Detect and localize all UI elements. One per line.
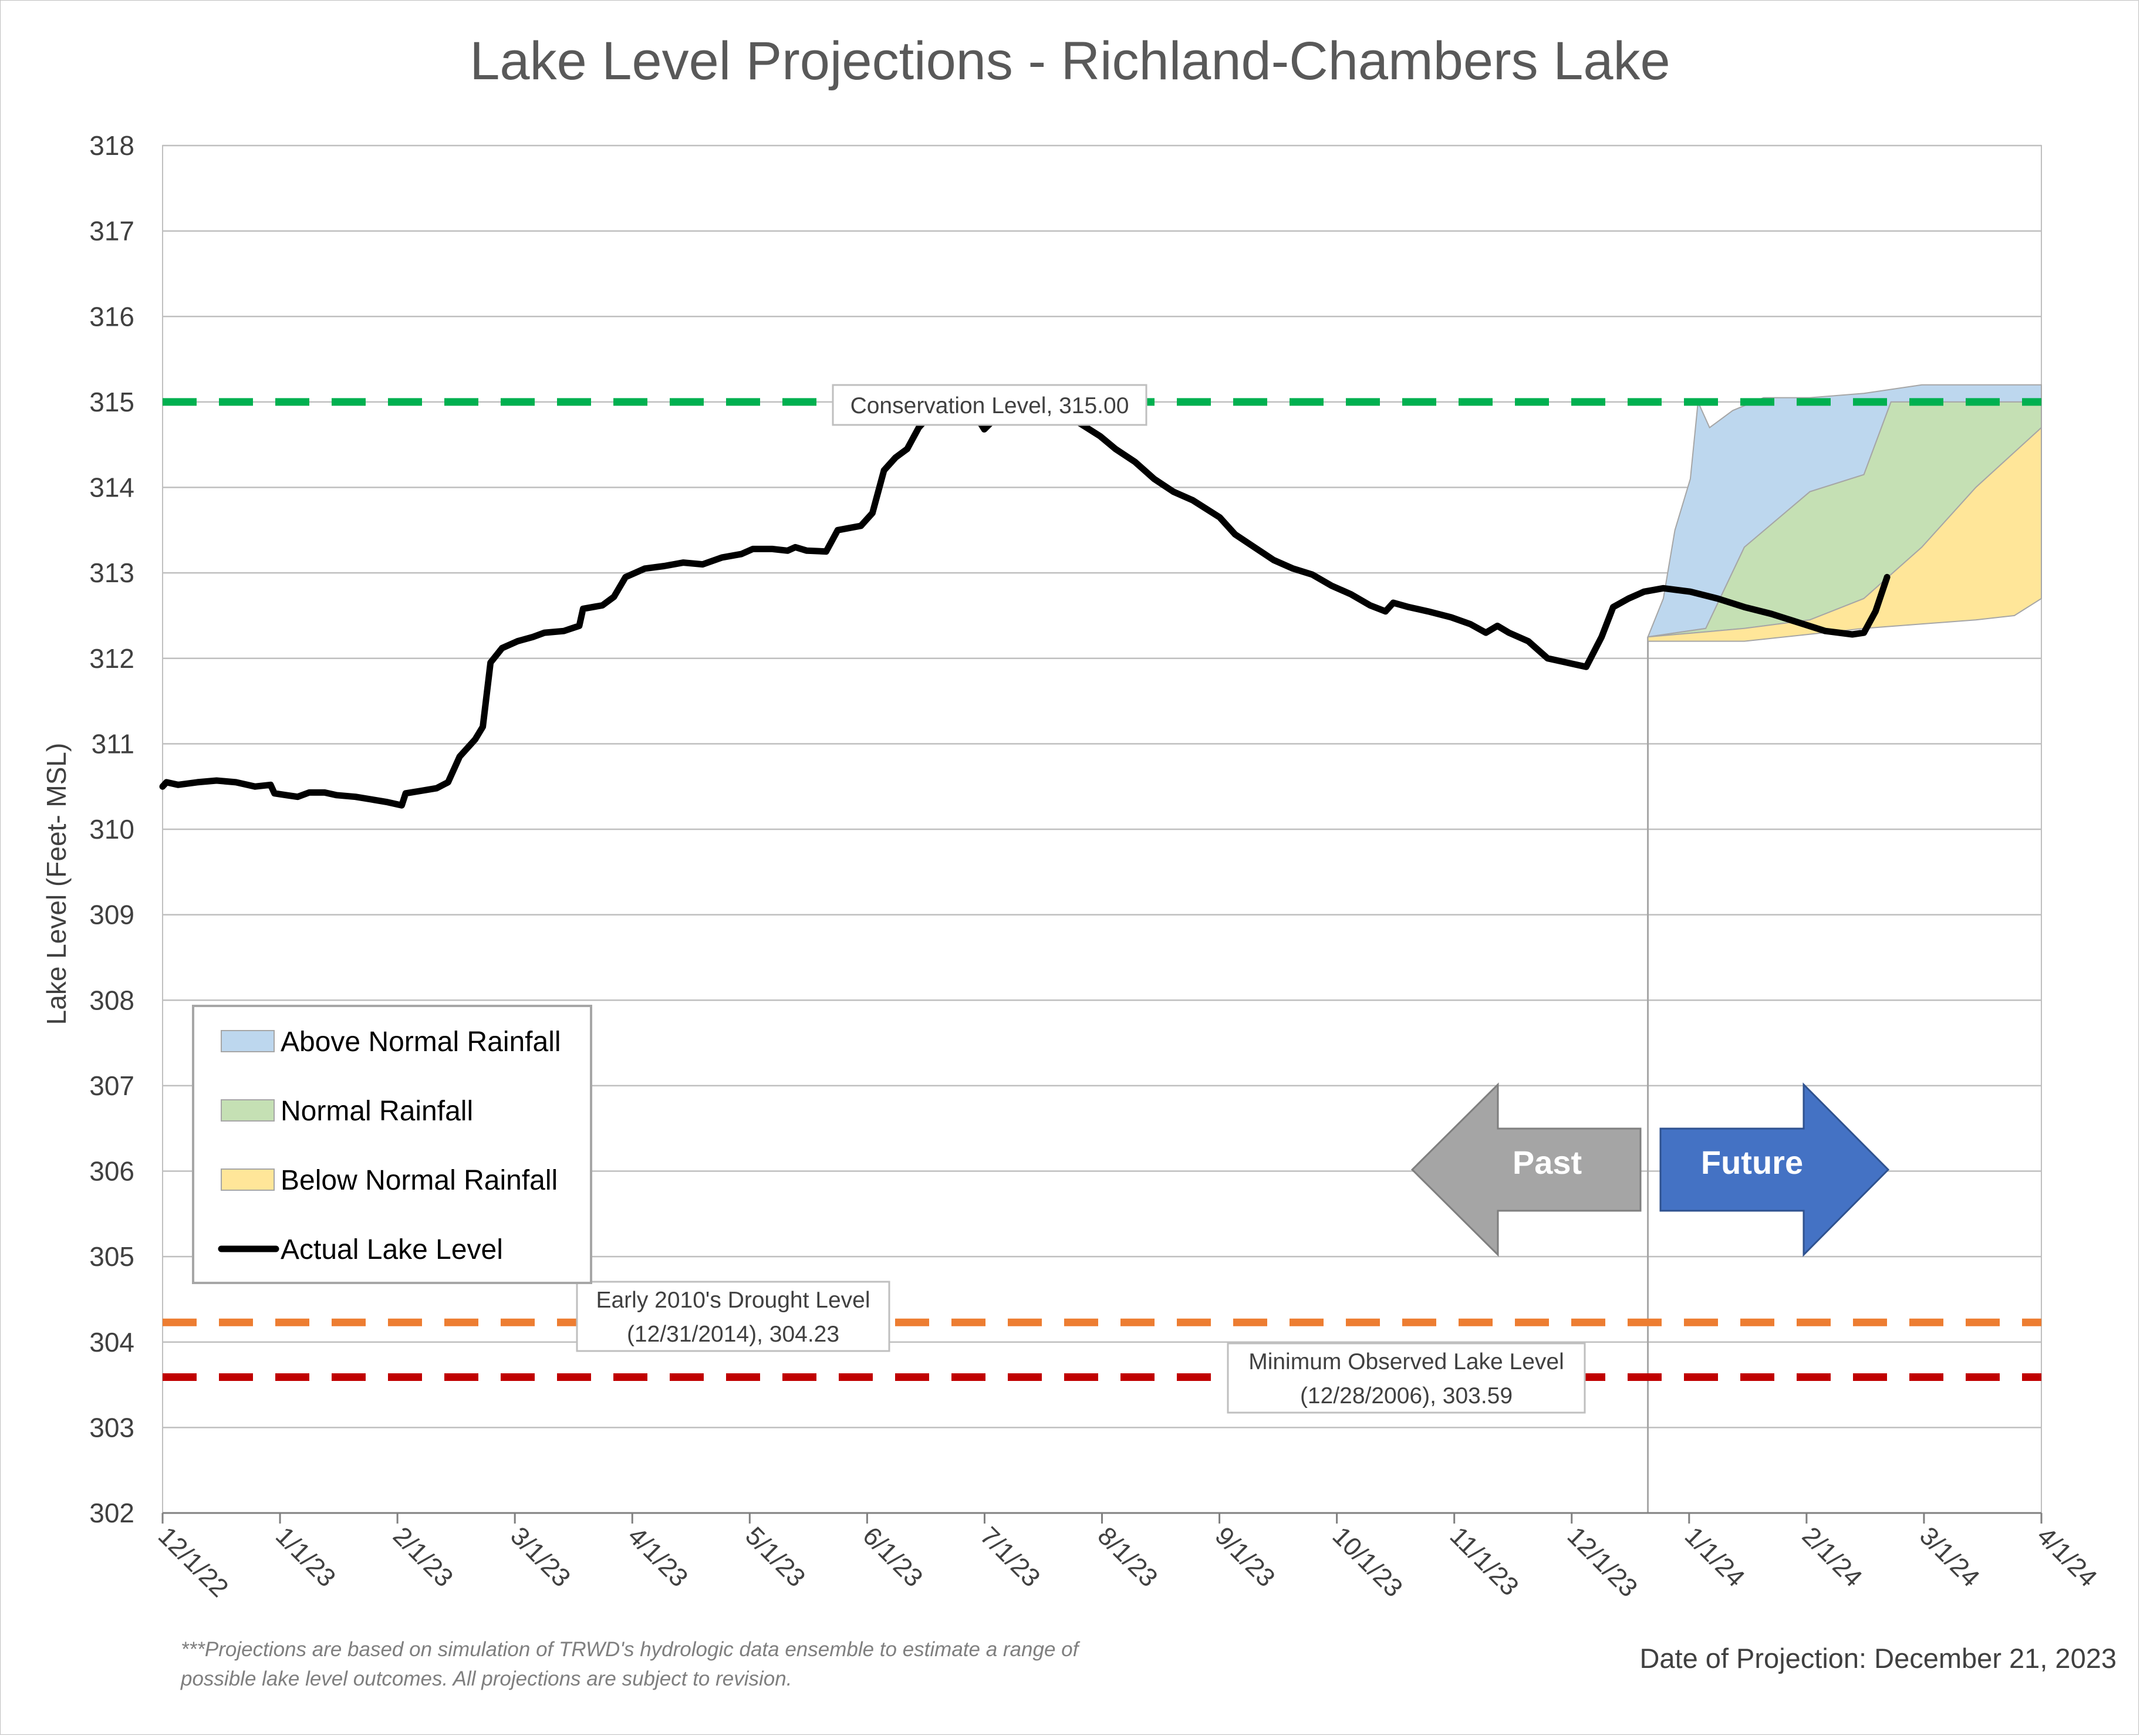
minimum-level-label-text: Minimum Observed Lake Level	[1248, 1349, 1564, 1374]
legend-swatch	[221, 1030, 275, 1052]
x-tick-label: 2/1/23	[387, 1521, 458, 1592]
y-tick-label: 311	[92, 728, 134, 759]
legend-label: Normal Rainfall	[281, 1096, 473, 1127]
y-tick-label: 305	[89, 1241, 134, 1272]
drought-level-label-box	[576, 1281, 890, 1352]
conservation-level-label: Conservation Level, 315.00	[832, 384, 1147, 426]
y-tick-label: 308	[89, 985, 134, 1015]
legend-swatch	[221, 1099, 275, 1122]
x-tick-label: 1/1/23	[270, 1521, 341, 1592]
y-tick-label: 303	[89, 1412, 134, 1443]
reference-lines	[163, 398, 2041, 1381]
y-tick-label: 312	[89, 643, 134, 674]
drought-level-label-text: Early 2010's Drought Level	[596, 1288, 870, 1313]
x-tick-label: 4/1/23	[622, 1521, 693, 1592]
legend-swatch	[221, 1168, 275, 1191]
y-tick-label: 306	[89, 1156, 134, 1187]
minimum-level-label: Minimum Observed Lake Level (12/28/2006),…	[1227, 1342, 1586, 1414]
x-tick-label: 2/1/24	[1797, 1521, 1868, 1592]
y-axis-label: Lake Level (Feet- MSL)	[41, 743, 72, 1025]
y-tick-label: 316	[89, 301, 134, 332]
x-tick-label: 12/1/22	[153, 1521, 234, 1602]
y-tick-label: 318	[89, 130, 134, 161]
y-tick-label: 304	[89, 1327, 134, 1357]
x-tick-label: 10/1/23	[1327, 1521, 1408, 1602]
projection-date: Date of Projection: December 21, 2023	[1639, 1643, 2117, 1674]
y-tick-label: 302	[89, 1498, 134, 1528]
y-tick-label: 315	[89, 387, 134, 417]
legend-label: Actual Lake Level	[281, 1234, 503, 1265]
x-tick-label: 11/1/23	[1444, 1521, 1524, 1601]
x-tick-label: 5/1/23	[740, 1521, 811, 1592]
minimum-level-label-box	[1227, 1342, 1586, 1414]
future-arrow-label: Future	[1701, 1144, 1803, 1181]
band-below-normal-rainfall	[1647, 426, 2042, 642]
x-tick-label: 8/1/23	[1092, 1521, 1163, 1592]
legend-label: Above Normal Rainfall	[281, 1026, 561, 1058]
actual-series	[159, 403, 1891, 809]
legend: Above Normal Rainfall Normal Rainfall Belo…	[192, 1005, 592, 1284]
legend-label: Below Normal Rainfall	[281, 1165, 558, 1196]
y-tick-label: 309	[89, 900, 134, 930]
x-tick-label: 4/1/24	[2031, 1521, 2102, 1592]
actual-lake-level-line	[159, 403, 1891, 809]
y-tick-label: 314	[89, 472, 134, 503]
x-tick-label: 6/1/23	[857, 1521, 928, 1592]
x-tick-label: 3/1/24	[1914, 1521, 1985, 1592]
conservation-level-label-box	[832, 384, 1147, 426]
annotations: Conservation Level, 315.00 Early 2010's D…	[576, 384, 1586, 1414]
past-future-arrows: Past Future	[1410, 1082, 1890, 1257]
future-arrow	[1659, 1082, 1890, 1257]
drought-level-label: Early 2010's Drought Level (12/31/2014), …	[576, 1281, 890, 1352]
past-arrow-label: Past	[1513, 1144, 1582, 1181]
chart-title: Lake Level Projections - Richland-Chambe…	[470, 31, 1670, 91]
conservation-level-label-text: Conservation Level, 315.00	[850, 393, 1129, 418]
x-tick-label: 3/1/23	[505, 1521, 576, 1592]
y-tick-label: 307	[89, 1070, 134, 1101]
minimum-level-label-text: (12/28/2006), 303.59	[1300, 1383, 1513, 1409]
projection-bands	[1647, 384, 2042, 642]
y-tick-label: 317	[89, 216, 134, 246]
grid-lines	[162, 144, 2042, 1514]
x-tick-label: 1/1/24	[1679, 1521, 1750, 1592]
y-tick-label: 310	[89, 814, 134, 845]
past-arrow	[1410, 1082, 1642, 1257]
drought-level-label-text: (12/31/2014), 304.23	[627, 1322, 839, 1347]
x-tick-label: 7/1/23	[974, 1521, 1045, 1592]
x-tick-label: 9/1/23	[1209, 1521, 1280, 1592]
y-tick-label: 313	[89, 558, 134, 588]
footnote: ***Projections are based on simulation o…	[181, 1638, 1079, 1690]
x-tick-label: 12/1/23	[1562, 1521, 1643, 1602]
